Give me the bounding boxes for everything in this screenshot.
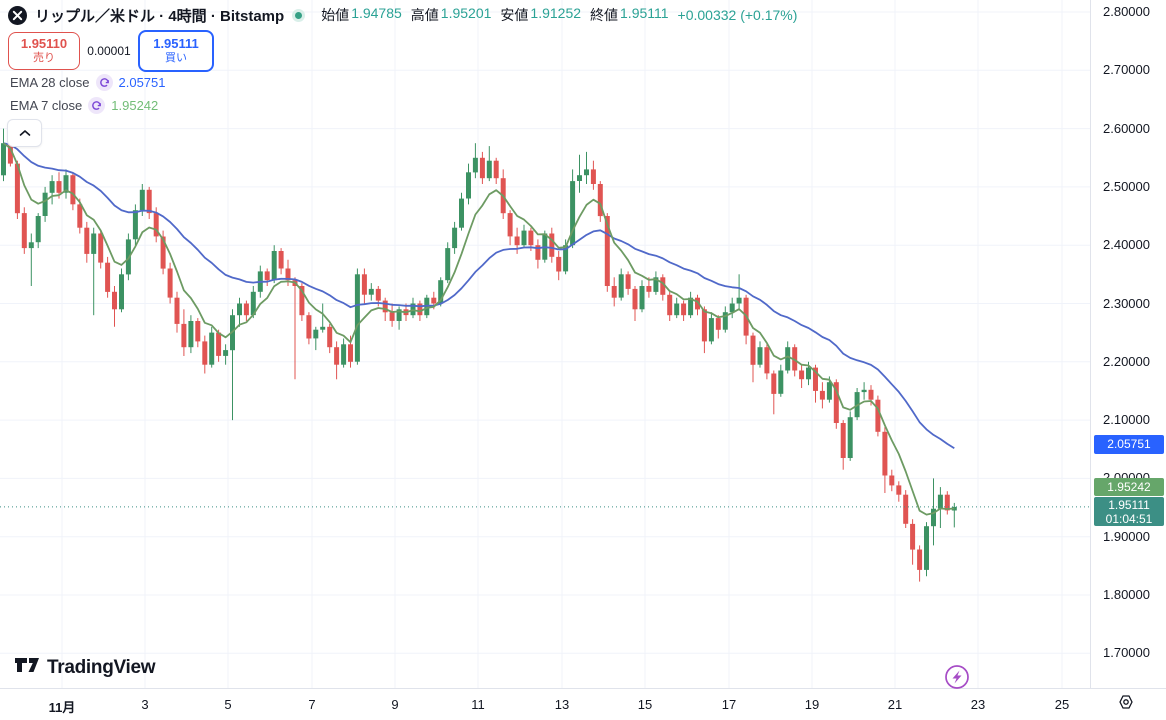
market-open-dot-icon[interactable]: [292, 8, 306, 22]
time-tick-label: 21: [887, 697, 903, 712]
time-tick-label: 23: [970, 697, 986, 712]
time-tick-label: 17: [721, 697, 737, 712]
sell-button[interactable]: 1.95110 売り: [8, 32, 80, 70]
ema28-axis-badge: 2.05751: [1094, 435, 1164, 454]
ema28-name: EMA 28 close: [10, 75, 90, 90]
high-label: 高値: [410, 7, 439, 23]
last-price-axis-badge: 1.95111 01:04:51: [1094, 497, 1164, 526]
price-axis[interactable]: 2.05751 1.95242 1.95111 01:04:51 2.80000…: [1090, 0, 1166, 688]
sync-arrows-icon[interactable]: [95, 74, 113, 91]
sell-label: 売り: [33, 52, 55, 65]
close-value: 1.95111: [620, 5, 669, 21]
buy-label: 買い: [165, 52, 187, 65]
open-label: 始値: [321, 7, 350, 23]
low-value: 1.91252: [530, 5, 582, 21]
high-value: 1.95201: [440, 5, 492, 21]
buy-price: 1.95111: [153, 36, 199, 52]
time-tick-label: 25: [1054, 697, 1070, 712]
time-axis[interactable]: 11月 3 5 7 9 11 13 15 17 19 21 23 25: [0, 688, 1166, 720]
price-tick-label: 2.80000: [1103, 4, 1150, 19]
spread-value: 0.00001: [87, 44, 131, 58]
time-tick-label: 5: [224, 697, 232, 712]
quick-trade-button[interactable]: [939, 659, 975, 700]
price-tick-label: 2.20000: [1103, 353, 1150, 369]
sell-price: 1.95110: [20, 36, 68, 52]
legend-collapse-button[interactable]: [7, 119, 42, 147]
price-tick-label: 1.70000: [1103, 645, 1150, 661]
price-tick-label: 2.70000: [1103, 62, 1150, 78]
ohlc-values: 始値 1.94785 高値 1.95201 安値 1.91252 終値 1.95111 …: [321, 5, 797, 25]
buy-button[interactable]: 1.95111 買い: [138, 30, 214, 72]
bar-countdown: 01:04:51: [1105, 512, 1153, 526]
indicator-row-ema28[interactable]: EMA 28 close 2.05751: [10, 74, 166, 91]
time-tick-label: 7: [308, 697, 316, 712]
price-tick-label: 2.30000: [1103, 295, 1150, 311]
tradingview-mark-icon: [14, 655, 40, 680]
close-label: 終値: [590, 7, 619, 23]
sync-arrows-icon[interactable]: [88, 97, 106, 114]
xrp-logo-icon: [8, 5, 27, 25]
last-price-value: 1.95111: [1108, 498, 1150, 512]
price-tick-label: 2.60000: [1103, 120, 1150, 136]
time-tick-label: 9: [391, 697, 399, 712]
price-tick-label: 2.40000: [1103, 237, 1150, 253]
chevron-up-icon: [19, 124, 31, 142]
price-tick-label: 2.50000: [1103, 178, 1150, 194]
time-tick-label: 13: [554, 697, 570, 712]
time-tick-label: 11月: [48, 700, 76, 715]
time-tick-label: 3: [141, 697, 149, 712]
low-label: 安値: [500, 7, 529, 23]
axis-settings-button[interactable]: [1116, 692, 1136, 717]
ema7-axis-badge: 1.95242: [1094, 478, 1164, 496]
time-tick-label: 11: [471, 697, 485, 712]
change-value: +0.00332 (+0.17%): [677, 7, 798, 23]
symbol-title[interactable]: リップル／米ドル · 4時間 · Bitstamp: [35, 7, 285, 25]
lightning-bolt-icon: [939, 665, 975, 699]
time-tick-label: 15: [637, 697, 653, 712]
time-tick-label: 19: [804, 697, 820, 712]
ema7-value: 1.95242: [111, 98, 159, 113]
price-tick-label: 1.90000: [1103, 528, 1150, 544]
ema28-value: 2.05751: [118, 75, 166, 90]
open-value: 1.94785: [351, 5, 402, 21]
indicator-row-ema7[interactable]: EMA 7 close 1.95242: [10, 97, 158, 114]
gear-icon: [1116, 695, 1136, 716]
price-tick-label: 1.80000: [1103, 587, 1150, 602]
tradingview-logo-text: TradingView: [47, 656, 156, 678]
price-tick-label: 2.10000: [1103, 412, 1150, 428]
tradingview-logo[interactable]: TradingView: [14, 655, 156, 680]
ema7-name: EMA 7 close: [10, 98, 83, 113]
